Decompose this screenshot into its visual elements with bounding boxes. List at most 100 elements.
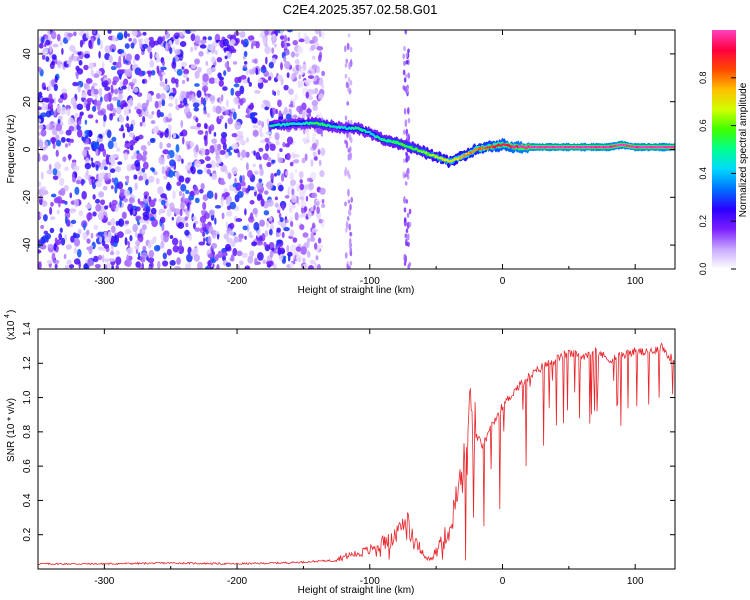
noise-blob: [290, 179, 297, 186]
noise-blob: [44, 233, 52, 240]
noise-blob: [256, 229, 260, 238]
noise-blob: [49, 44, 52, 53]
noise-blob: [97, 211, 104, 221]
noise-blob: [64, 143, 68, 148]
noise-blob: [276, 239, 283, 244]
noise-blob: [135, 261, 141, 268]
noise-blob: [273, 91, 277, 96]
noise-blob: [259, 132, 264, 138]
noise-blob: [311, 228, 318, 233]
noise-blob: [290, 100, 294, 108]
noise-blob: [141, 167, 146, 173]
noise-blob: [141, 251, 148, 259]
noise-blob: [138, 175, 144, 181]
y-tick-label: 0.6: [22, 459, 33, 473]
noise-blob: [319, 187, 326, 195]
noise-blob: [203, 122, 208, 130]
noise-blob: [257, 120, 263, 126]
noise-blob: [54, 263, 58, 269]
interference-blob: [403, 85, 406, 92]
noise-blob: [76, 129, 83, 138]
noise-blob: [76, 68, 84, 75]
noise-blob: [145, 205, 151, 214]
ridge-core: [466, 153, 470, 156]
noise-blob: [103, 244, 110, 249]
noise-blob: [116, 32, 124, 41]
noise-blob: [317, 237, 322, 244]
noise-blob: [316, 264, 321, 269]
noise-blob: [40, 112, 48, 118]
noise-blob: [124, 220, 130, 225]
noise-blob: [206, 190, 214, 199]
noise-blob: [280, 62, 283, 71]
noise-blob: [295, 246, 302, 252]
snr-scale-exponent: 4: [4, 314, 11, 318]
noise-blob: [201, 222, 206, 228]
noise-blob: [249, 102, 254, 111]
noise-blob: [47, 83, 52, 92]
noise-blob: [225, 262, 232, 268]
noise-blob: [207, 43, 214, 51]
noise-blob: [100, 199, 106, 206]
noise-blob: [40, 171, 44, 180]
noise-blob: [168, 95, 174, 101]
noise-blob: [146, 141, 152, 146]
noise-blob: [208, 209, 216, 216]
noise-blob: [95, 203, 102, 212]
noise-blob: [194, 227, 201, 232]
noise-blob: [96, 100, 102, 106]
noise-blob: [232, 183, 238, 188]
noise-blob: [179, 132, 184, 137]
noise-blob: [153, 171, 158, 176]
y-tick-label: 0.4: [22, 493, 33, 507]
noise-blob: [264, 190, 269, 195]
noise-blob: [224, 152, 229, 159]
noise-blob: [313, 80, 320, 85]
noise-blob: [131, 64, 137, 70]
noise-blob: [62, 156, 67, 162]
noise-blob: [59, 39, 63, 47]
noise-blob: [107, 140, 114, 150]
noise-blob: [133, 174, 138, 180]
y-tick-label: 0.8: [22, 424, 33, 438]
noise-blob: [56, 33, 61, 42]
noise-blob: [116, 99, 121, 109]
noise-blob: [85, 103, 91, 112]
noise-blob: [65, 244, 72, 250]
noise-blob: [302, 263, 308, 269]
noise-blob: [55, 149, 59, 157]
noise-blob: [294, 93, 299, 101]
noise-blob: [252, 129, 259, 137]
noise-blob: [128, 37, 132, 42]
noise-blob: [181, 158, 184, 164]
noise-blob: [272, 37, 276, 42]
noise-blob: [126, 68, 133, 77]
noise-blob: [161, 99, 166, 107]
noise-blob: [312, 151, 317, 157]
noise-blob: [244, 208, 247, 216]
noise-blob: [144, 37, 150, 44]
noise-blob: [38, 261, 42, 269]
noise-blob: [54, 237, 58, 245]
noise-blob: [232, 61, 238, 65]
noise-blob: [115, 250, 120, 256]
snr-scale-close: ): [6, 310, 17, 313]
noise-blob: [257, 252, 264, 261]
noise-blob: [158, 156, 165, 165]
x-tick-label: -200: [227, 276, 247, 287]
interference-blob: [407, 170, 410, 175]
noise-blob: [226, 99, 229, 108]
noise-blob: [227, 151, 232, 156]
noise-blob: [249, 250, 255, 258]
noise-blob: [242, 187, 246, 193]
noise-blob: [202, 237, 206, 244]
noise-blob: [126, 247, 134, 255]
noise-blob: [155, 177, 160, 185]
noise-blob: [147, 242, 152, 249]
noise-blob: [132, 78, 137, 84]
x-tick-label: -200: [227, 576, 247, 587]
noise-blob: [253, 187, 257, 193]
interference-blob: [350, 196, 354, 203]
noise-blob: [147, 257, 155, 264]
